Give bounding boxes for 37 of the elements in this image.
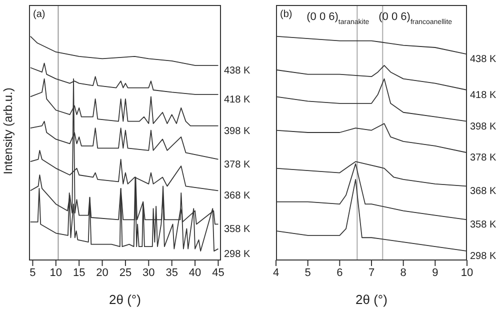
series-label: 418 K xyxy=(224,94,250,106)
x-tick-label: 5 xyxy=(304,266,311,279)
x-tick-label: 6 xyxy=(336,266,343,279)
x-tick-label: 45 xyxy=(212,266,224,279)
x-axis-title: 2θ (°) xyxy=(109,292,141,307)
x-tick-label: 5 xyxy=(30,266,36,279)
series-label: 418 K xyxy=(470,90,496,101)
x-tick-label: 35 xyxy=(166,266,178,279)
series-label: 398 K xyxy=(470,121,496,132)
x-axis-title: 2θ (°) xyxy=(356,292,388,307)
x-tick-label: 4 xyxy=(272,266,280,279)
series-label: 438 K xyxy=(224,65,250,76)
x-tick-label: 10 xyxy=(460,266,474,279)
x-tick-label: 40 xyxy=(188,266,202,279)
series-label: 358 K xyxy=(470,220,496,231)
ref-line-label: (0 0 6)$_{taranakite}$ xyxy=(306,11,370,26)
y-axis-title: Intensity (arb.u.) xyxy=(1,86,15,176)
x-tick-label: 7 xyxy=(368,266,375,279)
series-label: 368 K xyxy=(470,186,496,198)
x-tick-label: 8 xyxy=(400,266,406,279)
x-tick-label: 9 xyxy=(432,266,438,279)
ref-line-label: (0 0 6)$_{francoanellite}$ xyxy=(378,11,452,26)
series-label: 398 K xyxy=(224,126,250,137)
x-tick-label: 15 xyxy=(72,266,86,279)
series-label: 358 K xyxy=(224,224,250,236)
x-tick-label: 25 xyxy=(119,266,132,279)
series-label: 368 K xyxy=(224,190,250,202)
series-label: 378 K xyxy=(224,159,250,170)
text: (b) xyxy=(280,9,292,20)
series-label: 378 K xyxy=(470,152,496,164)
x-tick-label: 30 xyxy=(142,266,155,279)
series-label: 438 K xyxy=(470,54,496,66)
text: (a) xyxy=(33,9,46,20)
x-tick-label: 10 xyxy=(50,266,62,279)
series-label: 298 K xyxy=(224,248,250,260)
x-tick-label: 20 xyxy=(96,266,108,279)
series-label: 298 K xyxy=(470,251,496,262)
